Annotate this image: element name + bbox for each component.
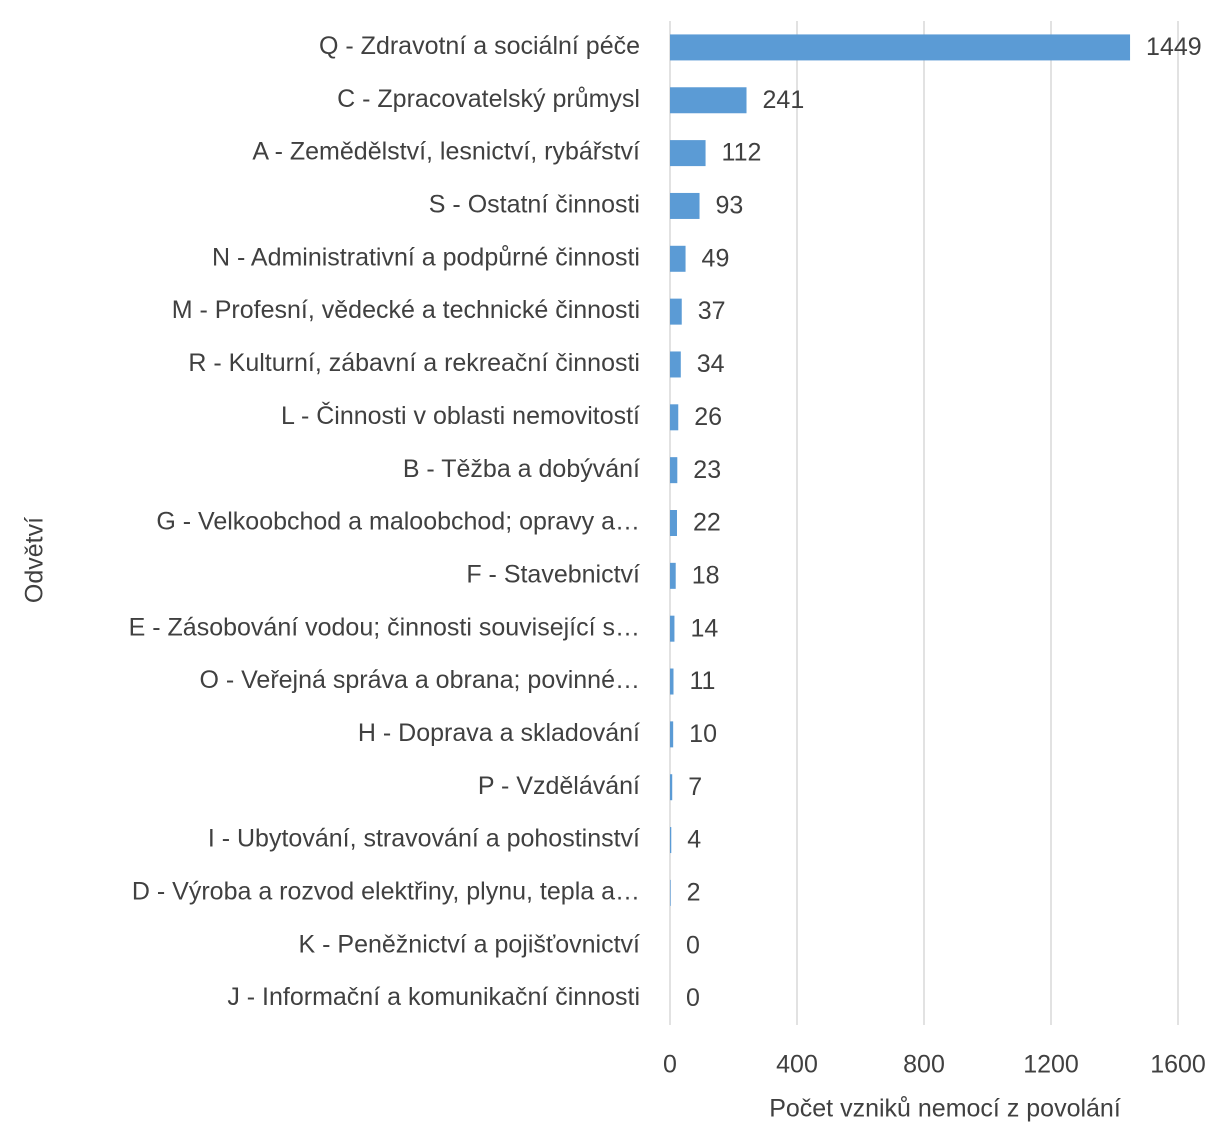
bar xyxy=(670,34,1131,61)
value-label: 0 xyxy=(686,984,700,1012)
value-label: 34 xyxy=(697,350,725,378)
y-axis-title: Odvětví xyxy=(21,517,49,603)
y-tick-label: C - Zpracovatelský průmysl xyxy=(337,85,640,113)
value-label: 14 xyxy=(690,614,718,642)
x-tick-label: 400 xyxy=(776,1051,818,1079)
bar xyxy=(670,351,681,378)
y-tick-label: O - Veřejná správa a obrana; povinné… xyxy=(199,666,640,694)
bar xyxy=(670,827,672,854)
value-label: 0 xyxy=(686,931,700,959)
bar xyxy=(670,192,700,219)
value-label: 2 xyxy=(687,879,701,907)
value-label: 11 xyxy=(689,667,715,695)
y-tick-label: P - Vzdělávání xyxy=(478,772,640,800)
y-tick-label: L - Činnosti v oblasti nemovitostí xyxy=(281,401,640,430)
y-tick-label: N - Administrativní a podpůrné činnosti xyxy=(212,243,640,271)
value-label: 7 xyxy=(688,773,702,801)
value-label: 22 xyxy=(693,509,721,537)
value-label: 93 xyxy=(716,192,744,220)
x-tick-label: 1600 xyxy=(1150,1051,1206,1079)
x-tick-label: 800 xyxy=(903,1051,945,1079)
x-tick-label: 0 xyxy=(663,1051,677,1079)
y-tick-label: B - Těžba a dobývání xyxy=(403,455,640,483)
y-tick-label: A - Zemědělství, lesnictví, rybářství xyxy=(252,138,640,166)
value-label: 241 xyxy=(763,86,805,114)
y-tick-label: R - Kulturní, zábavní a rekreační činnos… xyxy=(188,349,640,377)
y-tick-label: M - Profesní, vědecké a technické činnos… xyxy=(172,296,640,324)
y-tick-label: Q - Zdravotní a sociální péče xyxy=(319,32,640,60)
bar xyxy=(670,510,677,536)
bar xyxy=(670,457,678,484)
bar xyxy=(670,615,675,642)
value-label: 49 xyxy=(702,244,730,272)
y-tick-label: F - Stavebnictví xyxy=(466,560,640,588)
y-tick-label: J - Informační a komunikační činnosti xyxy=(227,983,640,1011)
bar xyxy=(670,668,674,695)
bar xyxy=(670,404,679,431)
bar xyxy=(670,721,674,748)
value-label: 26 xyxy=(694,403,722,431)
bar xyxy=(670,562,676,589)
value-label: 112 xyxy=(722,139,762,167)
bar xyxy=(670,87,747,114)
x-tick-label: 1200 xyxy=(1023,1051,1079,1079)
y-tick-label: G - Velkoobchod a maloobchod; opravy a… xyxy=(156,508,640,536)
x-axis-title: Počet vzniků nemocí z povolání xyxy=(769,1095,1121,1123)
y-tick-label: H - Doprava a skladování xyxy=(358,719,640,747)
y-tick-label: D - Výroba a rozvod elektřiny, plynu, te… xyxy=(132,878,640,906)
y-tick-label: S - Ostatní činnosti xyxy=(429,191,640,219)
y-tick-label: I - Ubytování, stravování a pohostinství xyxy=(208,825,640,853)
y-tick-label: E - Zásobování vodou; činnosti souvisejí… xyxy=(129,613,640,641)
bar xyxy=(670,140,706,167)
value-label: 23 xyxy=(693,456,721,484)
value-label: 10 xyxy=(689,720,717,748)
value-label: 4 xyxy=(687,826,701,854)
value-label: 37 xyxy=(698,297,726,325)
bar xyxy=(670,774,673,801)
value-label: 1449 xyxy=(1146,33,1202,61)
value-label: 18 xyxy=(692,561,720,589)
bar xyxy=(670,298,682,325)
bar xyxy=(670,245,686,272)
y-tick-label: K - Peněžnictví a pojišťovnictví xyxy=(299,930,641,958)
bar xyxy=(670,879,671,906)
